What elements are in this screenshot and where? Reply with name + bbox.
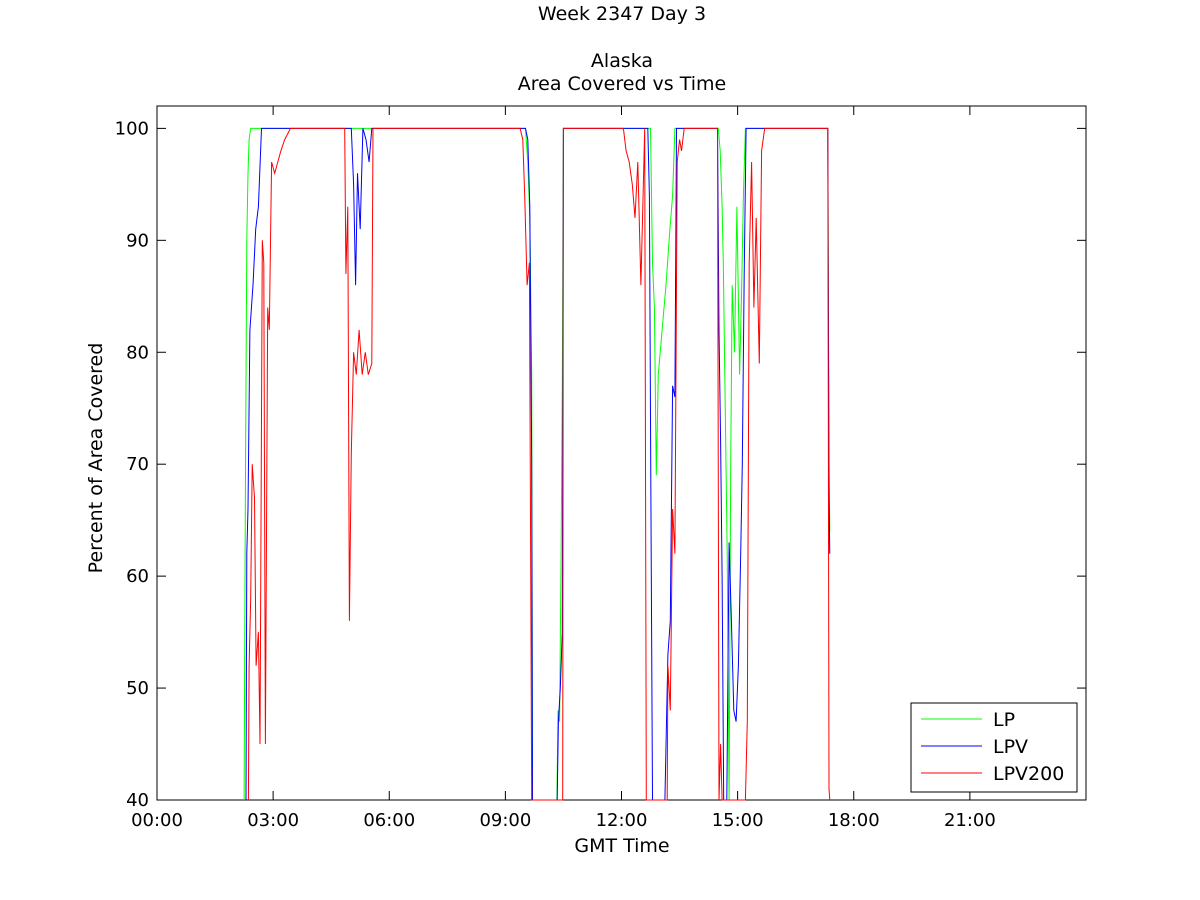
x-tick-label: 12:00	[596, 810, 648, 831]
chart-title-line-2: Alaska	[591, 50, 653, 72]
y-tick-label: 70	[126, 454, 149, 475]
y-tick-label: 100	[115, 118, 149, 139]
series-line-lpv	[245, 127, 831, 801]
chart-title-line-1: Week 2347 Day 3	[538, 3, 706, 25]
legend-label-lpv200: LPV200	[993, 763, 1064, 785]
legend-label-lpv: LPV	[993, 736, 1028, 758]
y-tick-label: 40	[126, 790, 149, 811]
x-tick-label: 00:00	[131, 810, 183, 831]
x-tick-label: 18:00	[828, 810, 880, 831]
legend-box	[910, 702, 1078, 793]
series-lines	[243, 127, 831, 801]
series-line-lpv200	[247, 127, 831, 801]
axis-ticks: 00:00 03:00 06:00 09:00 12:00 15:00 18:00 21:00…	[115, 106, 1086, 831]
y-tick-label: 90	[126, 230, 149, 251]
x-tick-label: 06:00	[363, 810, 415, 831]
plot-area	[156, 105, 1087, 801]
x-tick-label: 21:00	[944, 810, 996, 831]
x-tick-label: 15:00	[712, 810, 764, 831]
chart-title-line-3: Area Covered vs Time	[518, 73, 726, 95]
y-tick-label: 50	[126, 678, 149, 699]
x-axis-label: GMT Time	[574, 835, 669, 857]
y-axis-label: Percent of Area Covered	[85, 343, 107, 574]
y-tick-label: 60	[126, 566, 149, 587]
legend-label-lp: LP	[993, 709, 1015, 731]
legend: LP LPV LPV200	[910, 702, 1078, 793]
x-tick-label: 03:00	[247, 810, 299, 831]
y-tick-label: 80	[126, 342, 149, 363]
x-tick-label: 09:00	[479, 810, 531, 831]
